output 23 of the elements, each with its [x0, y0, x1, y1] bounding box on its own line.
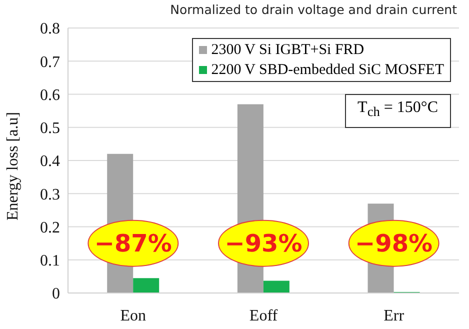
y-tick-label: 0.2	[40, 219, 60, 236]
x-tick-label: Err	[384, 307, 405, 324]
y-tick-label: 0.3	[40, 186, 60, 204]
x-tick-label: Eon	[120, 307, 146, 324]
ellipse-callout: −98%	[348, 220, 440, 267]
annotation: −98%	[355, 229, 433, 258]
ellipse-callout: −87%	[88, 220, 179, 267]
annotation: −93%	[224, 229, 302, 258]
x-tick-label: Eoff	[249, 307, 278, 324]
chart-title: Normalized to drain voltage and drain current	[170, 2, 457, 17]
y-axis-title: Energy loss [a.u]	[4, 112, 22, 220]
y-tick-label: 0	[52, 286, 60, 303]
ellipse-callout: −93%	[218, 220, 309, 267]
y-tick-label: 0.4	[40, 153, 60, 170]
y-tick-label: 0.6	[40, 86, 60, 104]
annotation: −87%	[94, 229, 172, 258]
legend-label: 2200 V SBD-embedded SiC MOSFET	[210, 61, 444, 80]
y-tick-label: 0.8	[40, 20, 60, 38]
annotation: T$_{ch}$ = 150°C	[344, 94, 451, 128]
legend-label: 2300 V Si IGBT+Si FRD	[210, 41, 366, 60]
y-tick-label: 0.1	[40, 252, 60, 270]
y-tick-label: 0.5	[40, 120, 60, 138]
y-tick-label: 0.7	[40, 54, 60, 71]
